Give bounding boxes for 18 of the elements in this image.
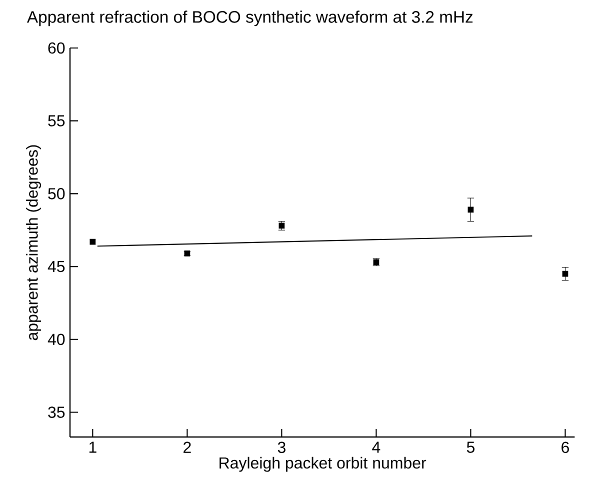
x-tick-label: 5 (466, 442, 474, 453)
x-tick-label: 4 (372, 442, 380, 453)
x-tick-label: 6 (562, 442, 569, 454)
x-axis-title: Rayleigh packet orbit number (220, 456, 426, 472)
point (468, 206, 474, 213)
y-tick-label: 60 (48, 42, 65, 54)
y-tick-label: 40 (48, 334, 65, 346)
point (90, 238, 96, 245)
y-tick-label: 35 (48, 406, 65, 418)
chart-title: Apparent refraction of BOCO synthetic waveform at 3.2 mHz (26, 10, 473, 26)
y-tick-label: 55 (48, 115, 65, 126)
y-tick-label: 45 (48, 260, 65, 272)
y-tick-label: 50 (48, 188, 65, 200)
x-tick-label: 3 (278, 442, 286, 454)
x-tick-label: 2 (184, 442, 191, 453)
x-tick-label: 1 (89, 442, 96, 453)
y-axis-title: apparent azimuth (degrees) (26, 145, 42, 340)
point (562, 270, 568, 277)
